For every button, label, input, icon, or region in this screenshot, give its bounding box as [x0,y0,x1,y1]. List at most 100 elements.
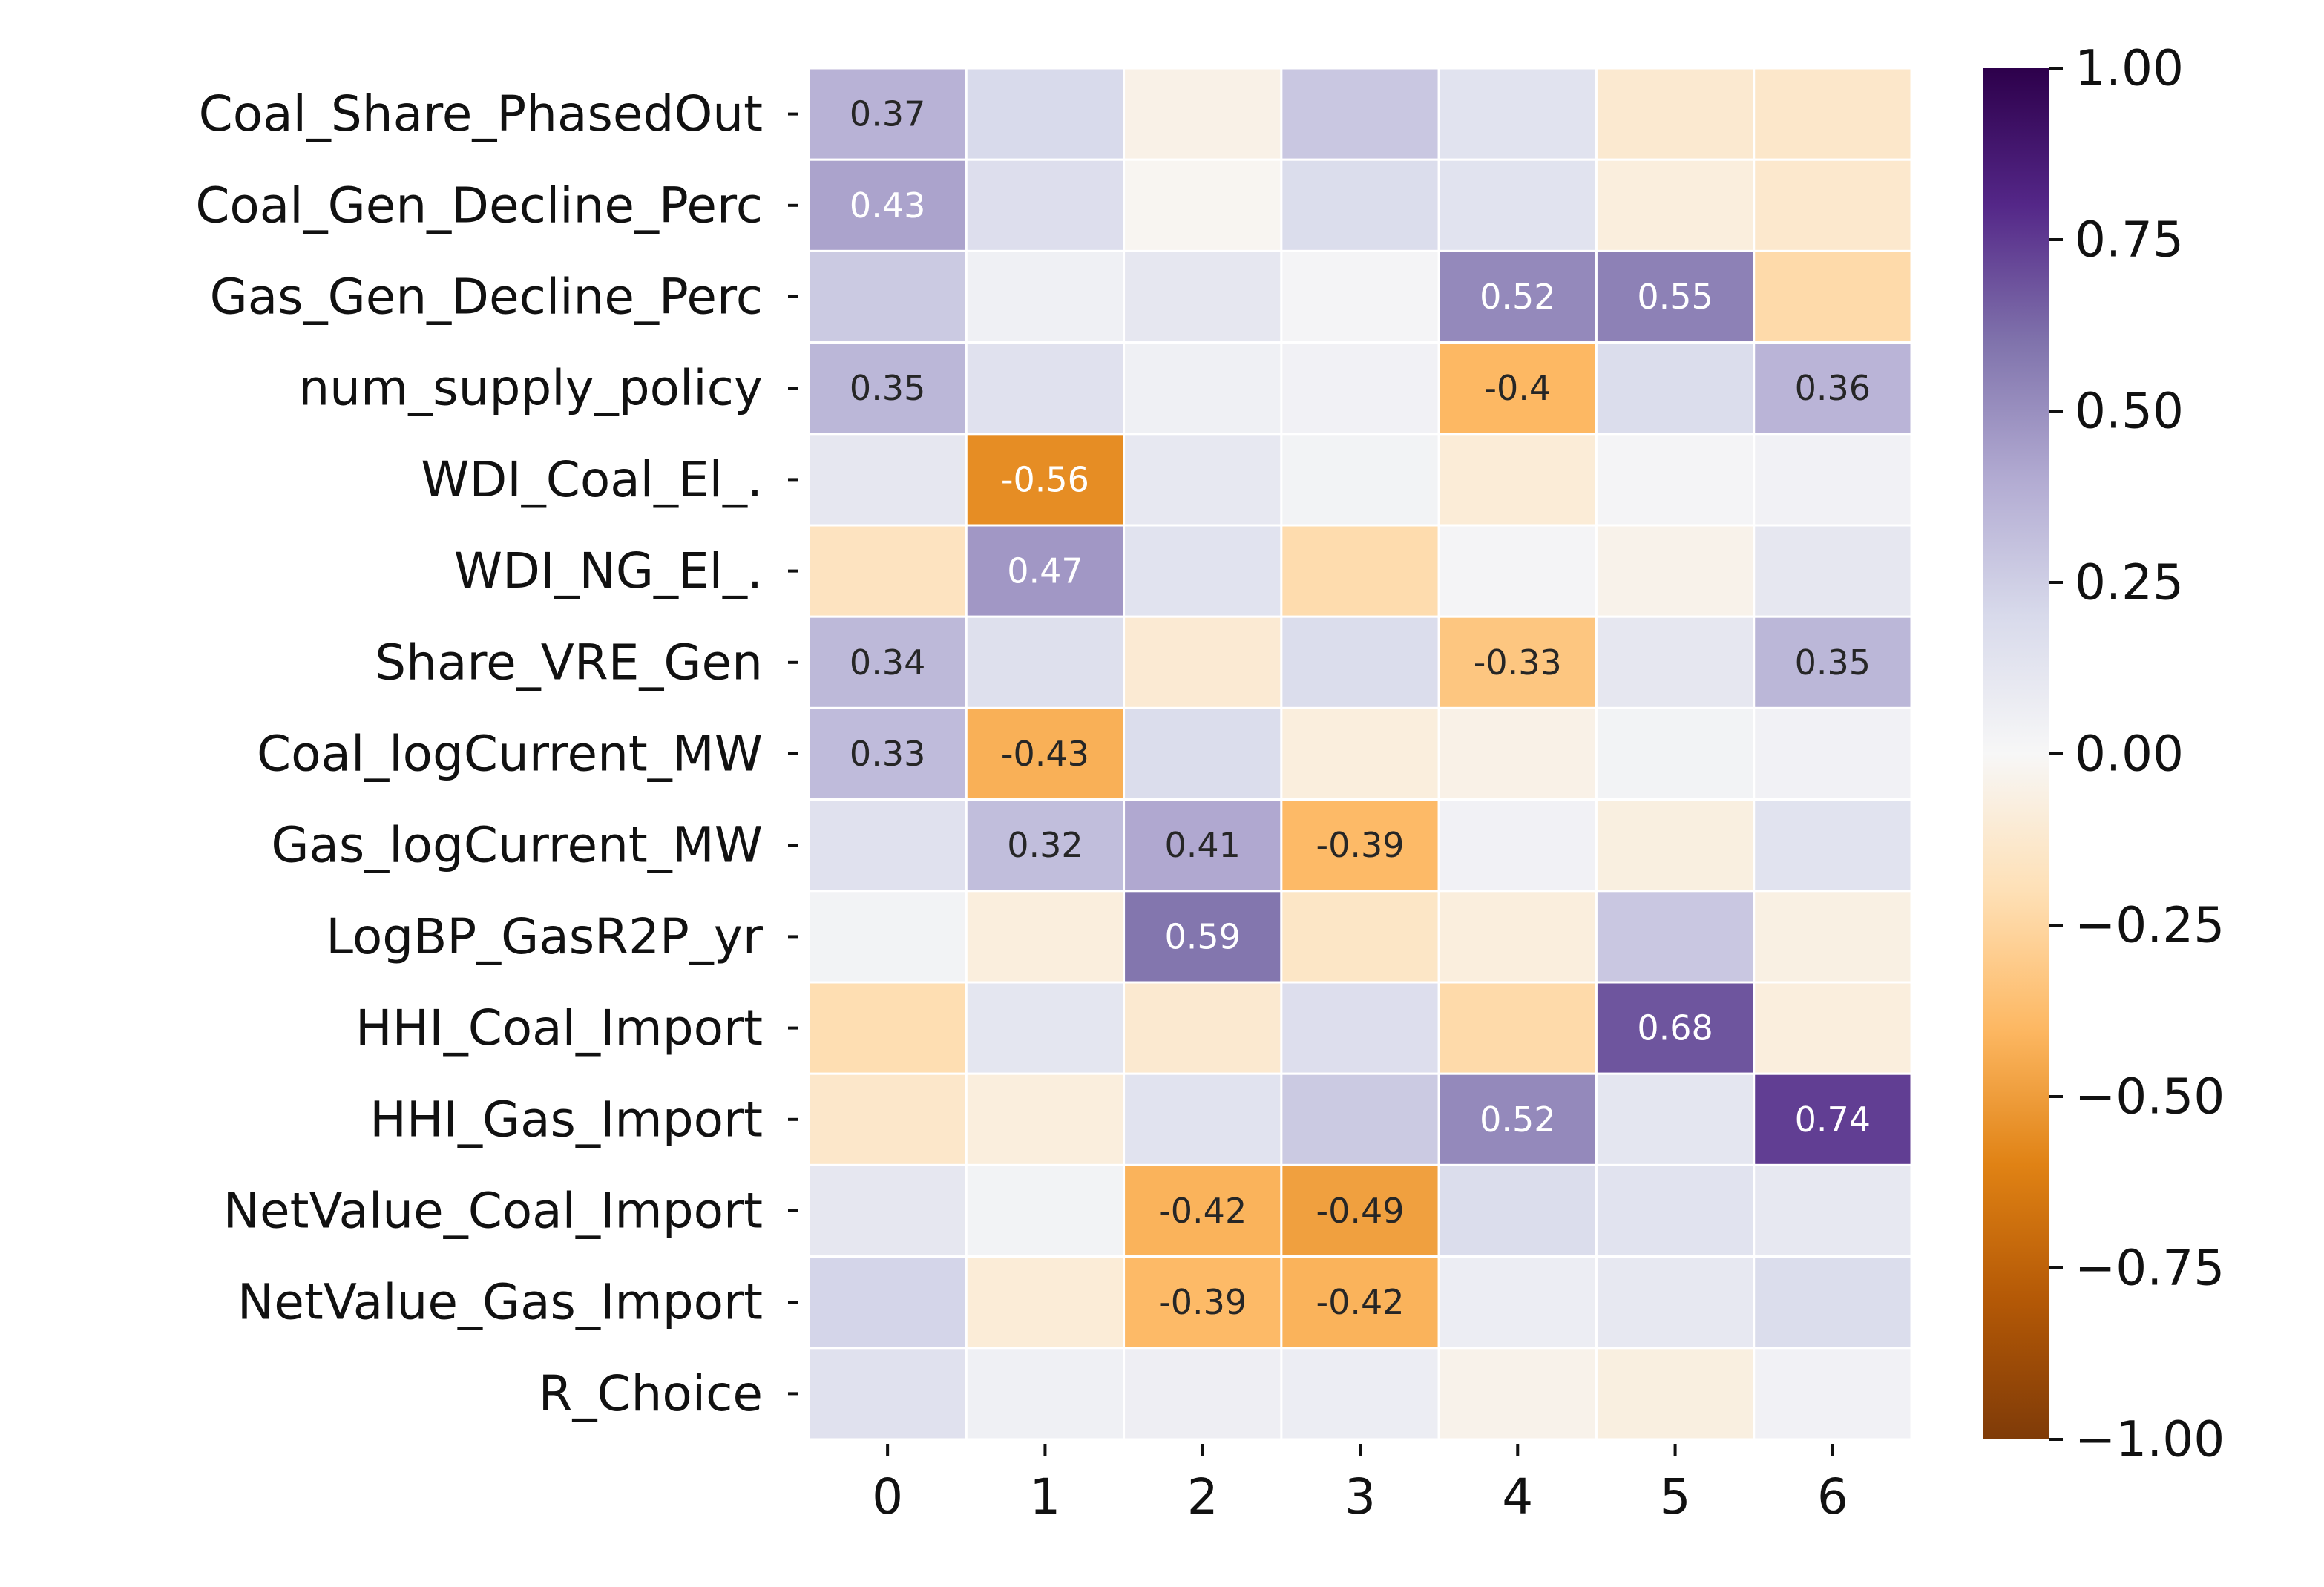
heatmap-cell [1595,1255,1756,1350]
colorbar-tick-label: 1.00 [2075,40,2184,97]
heatmap-cell [1595,433,1756,527]
heatmap-cell [1123,67,1283,161]
heatmap-cell [965,1163,1126,1258]
colorbar-tick-label: −0.50 [2075,1068,2225,1126]
heatmap-cell [1753,524,1913,618]
heatmap-cell [807,981,968,1075]
heatmap-cell [1123,981,1283,1075]
heatmap-cell [1280,1255,1440,1350]
heatmap-cell [1753,890,1913,984]
heatmap-cell [965,706,1126,801]
row-label: num_supply_policy [298,360,763,417]
column-label: 1 [1029,1468,1060,1525]
row-label: Gas_Gen_Decline_Perc [210,269,763,326]
heatmap-cell [1595,524,1756,618]
heatmap-cell [1595,981,1756,1075]
heatmap-cell [1123,615,1283,709]
heatmap-cell [1753,433,1913,527]
column-label: 5 [1660,1468,1691,1525]
row-label: Share_VRE_Gen [375,634,763,691]
heatmap-cell [1595,615,1756,709]
row-axis: Coal_Share_PhasedOut Coal_Gen_Decline_Per… [195,85,798,1422]
heatmap-cell [1437,981,1598,1075]
heatmap-cell [1753,67,1913,161]
heatmap-cell [1437,433,1598,527]
heatmap-cell [1753,798,1913,893]
colorbar-tick-label: −0.25 [2075,897,2225,954]
heatmap-cell [807,524,968,618]
column-axis: 0 1 2 3 4 5 6 [872,1444,1848,1525]
heatmap-cell [1280,249,1440,344]
column-label: 6 [1817,1468,1848,1525]
heatmap-cell [965,341,1126,436]
column-label: 0 [872,1468,903,1525]
heatmap-cell [1595,1347,1756,1441]
row-label: Coal_Gen_Decline_Perc [195,177,763,234]
heatmap-cell [807,158,968,252]
cell-value-label: 0.34 [850,643,925,683]
heatmap-cell [1280,890,1440,984]
cell-value-label: -0.49 [1316,1191,1404,1231]
heatmap-cell [807,67,968,161]
heatmap-cell [1595,1163,1756,1258]
heatmap-cell [1437,1072,1598,1166]
heatmap-cell [807,1347,968,1441]
column-label: 2 [1187,1468,1218,1525]
colorbar-tick-label: 0.75 [2075,211,2184,269]
row-label: Gas_logCurrent_MW [271,817,763,874]
cell-value-label: 0.32 [1007,825,1083,865]
heatmap-cell [1280,1072,1440,1166]
heatmap-cell [1437,1255,1598,1350]
colorbar-tick-label: −0.75 [2075,1240,2225,1297]
cell-value-label: 0.68 [1637,1008,1713,1048]
column-label: 4 [1502,1468,1533,1525]
cell-value-label: 0.59 [1165,916,1241,956]
heatmap-cell [1437,1347,1598,1441]
heatmap-cell [1280,341,1440,436]
cell-value-label: 0.52 [1480,1100,1555,1140]
heatmap-cell [1437,158,1598,252]
colorbar-tick-label: 0.50 [2075,383,2184,440]
heatmap-cell [965,67,1126,161]
cell-value-label: -0.33 [1474,643,1562,683]
heatmap-cell [1280,706,1440,801]
cell-value-label: 0.43 [850,185,925,226]
heatmap-cell [1595,341,1756,436]
cell-value-label: -0.42 [1158,1191,1247,1231]
cell-value-label: 0.74 [1795,1100,1871,1140]
row-label: LogBP_GasR2P_yr [326,908,764,965]
heatmap-cell [965,890,1126,984]
heatmap-cell [965,1255,1126,1350]
heatmap-cell [1753,1255,1913,1350]
colorbar-tick-label: 0.25 [2075,554,2184,611]
heatmap-cell [1595,158,1756,252]
heatmap-cell [1280,615,1440,709]
heatmap-cell [1123,1347,1283,1441]
heatmap-cell [1595,706,1756,801]
heatmap-cell [1280,158,1440,252]
heatmap-cell [807,890,968,984]
heatmap-cell [1123,1072,1283,1166]
cell-value-label: 0.52 [1480,277,1555,317]
heatmap-cell [1280,67,1440,161]
heatmap-cell [965,1072,1126,1166]
heatmap-cell [1753,1163,1913,1258]
heatmap-cell [965,249,1126,344]
heatmap-cell [965,158,1126,252]
cell-value-label: -0.39 [1316,825,1404,865]
heatmap-cell [1437,341,1598,436]
heatmap-cell [1280,433,1440,527]
heatmap-cell [1437,890,1598,984]
heatmap-cell [1123,1163,1283,1258]
heatmap-cell [965,1347,1126,1441]
heatmap-cell [807,1072,968,1166]
cell-value-label: 0.41 [1165,825,1241,865]
heatmap-cell [807,249,968,344]
heatmap-cell [965,433,1126,527]
heatmap-cell [1280,798,1440,893]
heatmap-cell [1123,706,1283,801]
heatmap-cell [1753,1072,1913,1166]
cell-value-label: 0.36 [1795,368,1871,408]
heatmap-cell [1753,158,1913,252]
